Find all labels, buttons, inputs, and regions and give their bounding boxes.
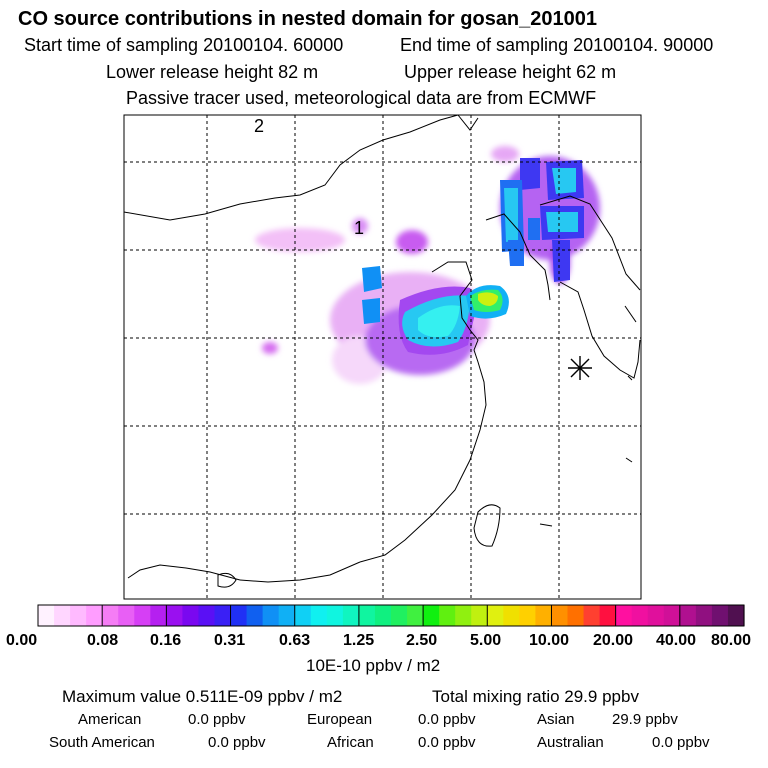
map-title: CO source contributions in nested domain…: [18, 8, 598, 30]
colorbar-swatch: [310, 605, 328, 626]
receptor-star-icon: [568, 356, 592, 380]
colorbar-swatch: [487, 605, 504, 626]
colorbar-unit: 10E-10 ppbv / m2: [306, 656, 441, 675]
colorbar-swatch: [631, 605, 649, 626]
colorbar-swatch: [423, 605, 440, 626]
african-label: African: [327, 734, 374, 751]
colorbar-tick-8: 10.00: [529, 632, 570, 649]
lower-release-text: Lower release height 82 m: [106, 62, 319, 82]
colorbar-swatch: [695, 605, 713, 626]
colorbar-swatch: [198, 605, 216, 626]
tracer-note-text: Passive tracer used, meteorological data…: [126, 88, 597, 108]
colorbar-tick-11: 80.00: [711, 632, 752, 649]
colorbar-swatch: [503, 605, 520, 626]
colorbar-swatch: [567, 605, 585, 626]
african-value: 0.0 ppbv: [418, 734, 476, 751]
colorbar-swatch: [727, 605, 745, 626]
colorbar-swatch: [374, 605, 392, 626]
colorbar-swatch: [294, 605, 312, 626]
colorbar-swatch: [455, 605, 472, 626]
colorbar-swatch: [182, 605, 200, 626]
colorbar-swatch: [166, 605, 184, 626]
colorbar-swatch: [278, 605, 296, 626]
colorbar-swatch: [342, 605, 360, 626]
colorbar-swatch: [407, 605, 424, 626]
asian-label: Asian: [537, 711, 575, 728]
colorbar-swatch: [54, 605, 71, 626]
colorbar-swatch: [214, 605, 232, 626]
colorbar-swatch: [358, 605, 376, 626]
colorbar-swatch: [134, 605, 151, 626]
lat-lon-grid: [124, 115, 641, 599]
colorbar-swatch: [439, 605, 456, 626]
colorbar-swatch: [262, 605, 280, 626]
colorbar-swatch: [246, 605, 264, 626]
colorbar-tick-7: 5.00: [470, 632, 502, 649]
colorbar-swatch: [615, 605, 633, 626]
colorbar-tick-5: 1.25: [343, 632, 375, 649]
colorbar-tick-4: 0.63: [279, 632, 311, 649]
colorbar: [37, 604, 745, 627]
colorbar-swatch: [711, 605, 729, 626]
end-time-text: End time of sampling 20100104. 90000: [400, 35, 714, 55]
colorbar-swatch: [471, 605, 488, 626]
colorbar-swatch: [599, 605, 617, 626]
maximum-value-text: Maximum value 0.511E-09 ppbv / m2: [62, 687, 343, 706]
colorbar-swatch: [679, 605, 697, 626]
colorbar-swatch: [519, 605, 537, 626]
grid-label-2: 2: [254, 116, 264, 136]
colorbar-swatch: [647, 605, 665, 626]
colorbar-border: [37, 604, 745, 627]
south-american-value: 0.0 ppbv: [208, 734, 266, 751]
upper-release-text: Upper release height 62 m: [404, 62, 617, 82]
colorbar-tick-6: 2.50: [406, 632, 438, 649]
colorbar-tick-10: 40.00: [656, 632, 697, 649]
tracer-plume: [255, 146, 600, 384]
asian-value: 29.9 ppbv: [612, 711, 678, 728]
colorbar-swatch: [118, 605, 135, 626]
colorbar-tick-0: 0.00: [6, 632, 38, 649]
colorbar-swatch: [535, 605, 553, 626]
colorbar-tick-3: 0.31: [214, 632, 246, 649]
colorbar-swatch: [326, 605, 344, 626]
colorbar-tick-2: 0.16: [150, 632, 182, 649]
colorbar-swatch: [230, 605, 248, 626]
european-label: European: [307, 711, 373, 728]
european-value: 0.0 ppbv: [418, 711, 476, 728]
start-time-text: Start time of sampling 20100104. 60000: [24, 35, 344, 55]
colorbar-swatch: [583, 605, 601, 626]
american-label: American: [78, 711, 142, 728]
australian-label: Australian: [537, 734, 604, 751]
colorbar-swatch: [150, 605, 167, 626]
coastlines: [123, 114, 641, 588]
australian-value: 0.0 ppbv: [652, 734, 710, 751]
colorbar-swatch: [86, 605, 103, 626]
south-american-label: South American: [49, 734, 155, 751]
colorbar-swatch: [663, 605, 681, 626]
colorbar-swatch: [38, 605, 55, 626]
colorbar-swatch: [551, 605, 569, 626]
colorbar-swatch: [102, 605, 119, 626]
american-value: 0.0 ppbv: [188, 711, 246, 728]
colorbar-swatch: [391, 605, 408, 626]
colorbar-tick-1: 0.08: [87, 632, 119, 649]
total-mixing-text: Total mixing ratio 29.9 ppbv: [432, 687, 639, 706]
grid-label-1: 1: [354, 218, 364, 238]
colorbar-tick-9: 20.00: [593, 632, 634, 649]
colorbar-swatch: [70, 605, 87, 626]
